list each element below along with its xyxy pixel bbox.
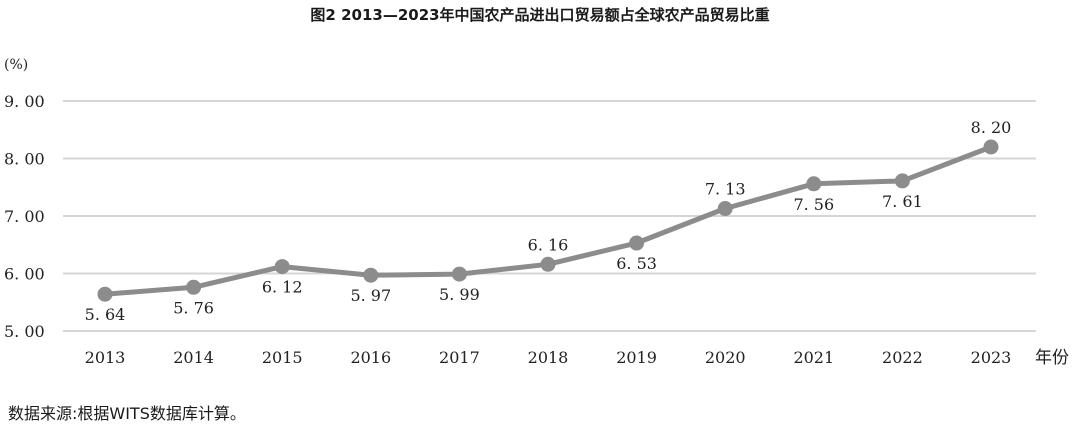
data-labels: 5. 64 5. 76 6. 12 5. 97 5. 99 6. 16 6. 53 7. 13…: [85, 118, 1012, 324]
data-point: [540, 256, 556, 272]
data-point: [717, 201, 733, 217]
x-tick-label: 2022: [882, 348, 923, 367]
data-label: 5. 64: [85, 305, 126, 324]
data-point: [363, 267, 379, 283]
data-label: 5. 97: [350, 286, 391, 305]
y-tick-label: 5. 00: [4, 322, 45, 341]
x-tick-label: 2018: [528, 348, 569, 367]
x-tick-label: 2023: [971, 348, 1012, 367]
data-label: 7. 61: [882, 192, 923, 211]
series-line-group: [102, 144, 994, 297]
x-tick-label: 2021: [793, 348, 834, 367]
data-point: [894, 173, 910, 189]
x-tick-label: 2020: [705, 348, 746, 367]
x-axis-unit: 年份: [1035, 348, 1069, 368]
data-label: 6. 12: [262, 278, 303, 297]
x-tick-label: 2014: [173, 348, 214, 367]
data-label: 7. 13: [705, 180, 746, 199]
x-tick-label: 2019: [616, 348, 657, 367]
data-point: [629, 235, 645, 251]
gridlines: [63, 100, 1036, 332]
data-point: [97, 286, 113, 302]
y-tick-label: 6. 00: [4, 265, 45, 284]
x-axis-ticks: 2013 2014 2015 2016 2017 2018 2019 2020 2021 2022…: [85, 348, 1012, 367]
x-tick-label: 2016: [350, 348, 391, 367]
x-tick-label: 2015: [262, 348, 303, 367]
series-line: [102, 144, 994, 297]
y-tick-label: 8. 00: [4, 150, 45, 169]
x-tick-label: 2013: [85, 348, 126, 367]
data-label: 6. 16: [528, 235, 569, 254]
y-axis-unit: (%): [4, 57, 28, 73]
y-tick-label: 9. 00: [4, 92, 45, 111]
data-point: [186, 279, 202, 295]
data-point: [983, 139, 999, 155]
y-axis-ticks: 5. 00 6. 00 7. 00 8. 00 9. 00: [4, 92, 45, 341]
data-label: 5. 99: [439, 285, 480, 304]
source-note: 数据来源:根据WITS数据库计算。: [8, 404, 246, 423]
data-label: 8. 20: [971, 118, 1012, 137]
x-tick-label: 2017: [439, 348, 480, 367]
series-markers: [97, 139, 999, 302]
data-label: 6. 53: [616, 254, 657, 273]
y-tick-label: 7. 00: [4, 207, 45, 226]
data-point: [451, 266, 467, 282]
data-label: 5. 76: [173, 298, 214, 317]
data-label: 7. 56: [793, 195, 834, 214]
data-point: [274, 259, 290, 275]
data-point: [806, 176, 822, 192]
chart-title: 图2 2013—2023年中国农产品进出口贸易额占全球农产品贸易比重: [310, 6, 769, 24]
